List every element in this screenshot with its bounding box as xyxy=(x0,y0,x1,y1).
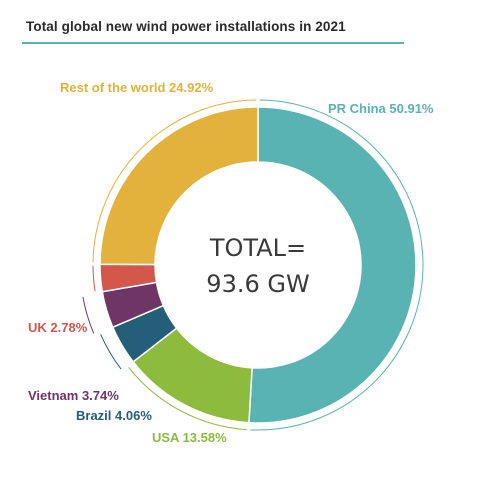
bracket-pr-china xyxy=(250,99,424,431)
label-usa: USA 13.58% xyxy=(152,430,227,445)
slice-pr-china xyxy=(248,106,417,424)
center-total-label: TOTAL= xyxy=(209,234,306,262)
label-vietnam: Vietnam 3.74% xyxy=(28,388,119,403)
bracket-usa xyxy=(128,367,247,431)
label-brazil: Brazil 4.06% xyxy=(76,408,152,423)
label-rest-of-the-world: Rest of the world 24.92% xyxy=(60,80,214,95)
bracket-brazil xyxy=(100,334,122,370)
label-uk: UK 2.78% xyxy=(28,320,88,335)
slice-rest-of-the-world xyxy=(99,106,259,266)
bracket-vietnam xyxy=(82,296,95,334)
bracket-uk xyxy=(92,265,96,292)
chart-title: Total global new wind power installation… xyxy=(26,19,346,34)
label-pr-china: PR China 50.91% xyxy=(328,101,434,116)
bracket-rest-of-the-world xyxy=(92,99,257,263)
title-underline xyxy=(22,42,404,44)
center-total-value: 93.6 GW xyxy=(206,270,309,298)
